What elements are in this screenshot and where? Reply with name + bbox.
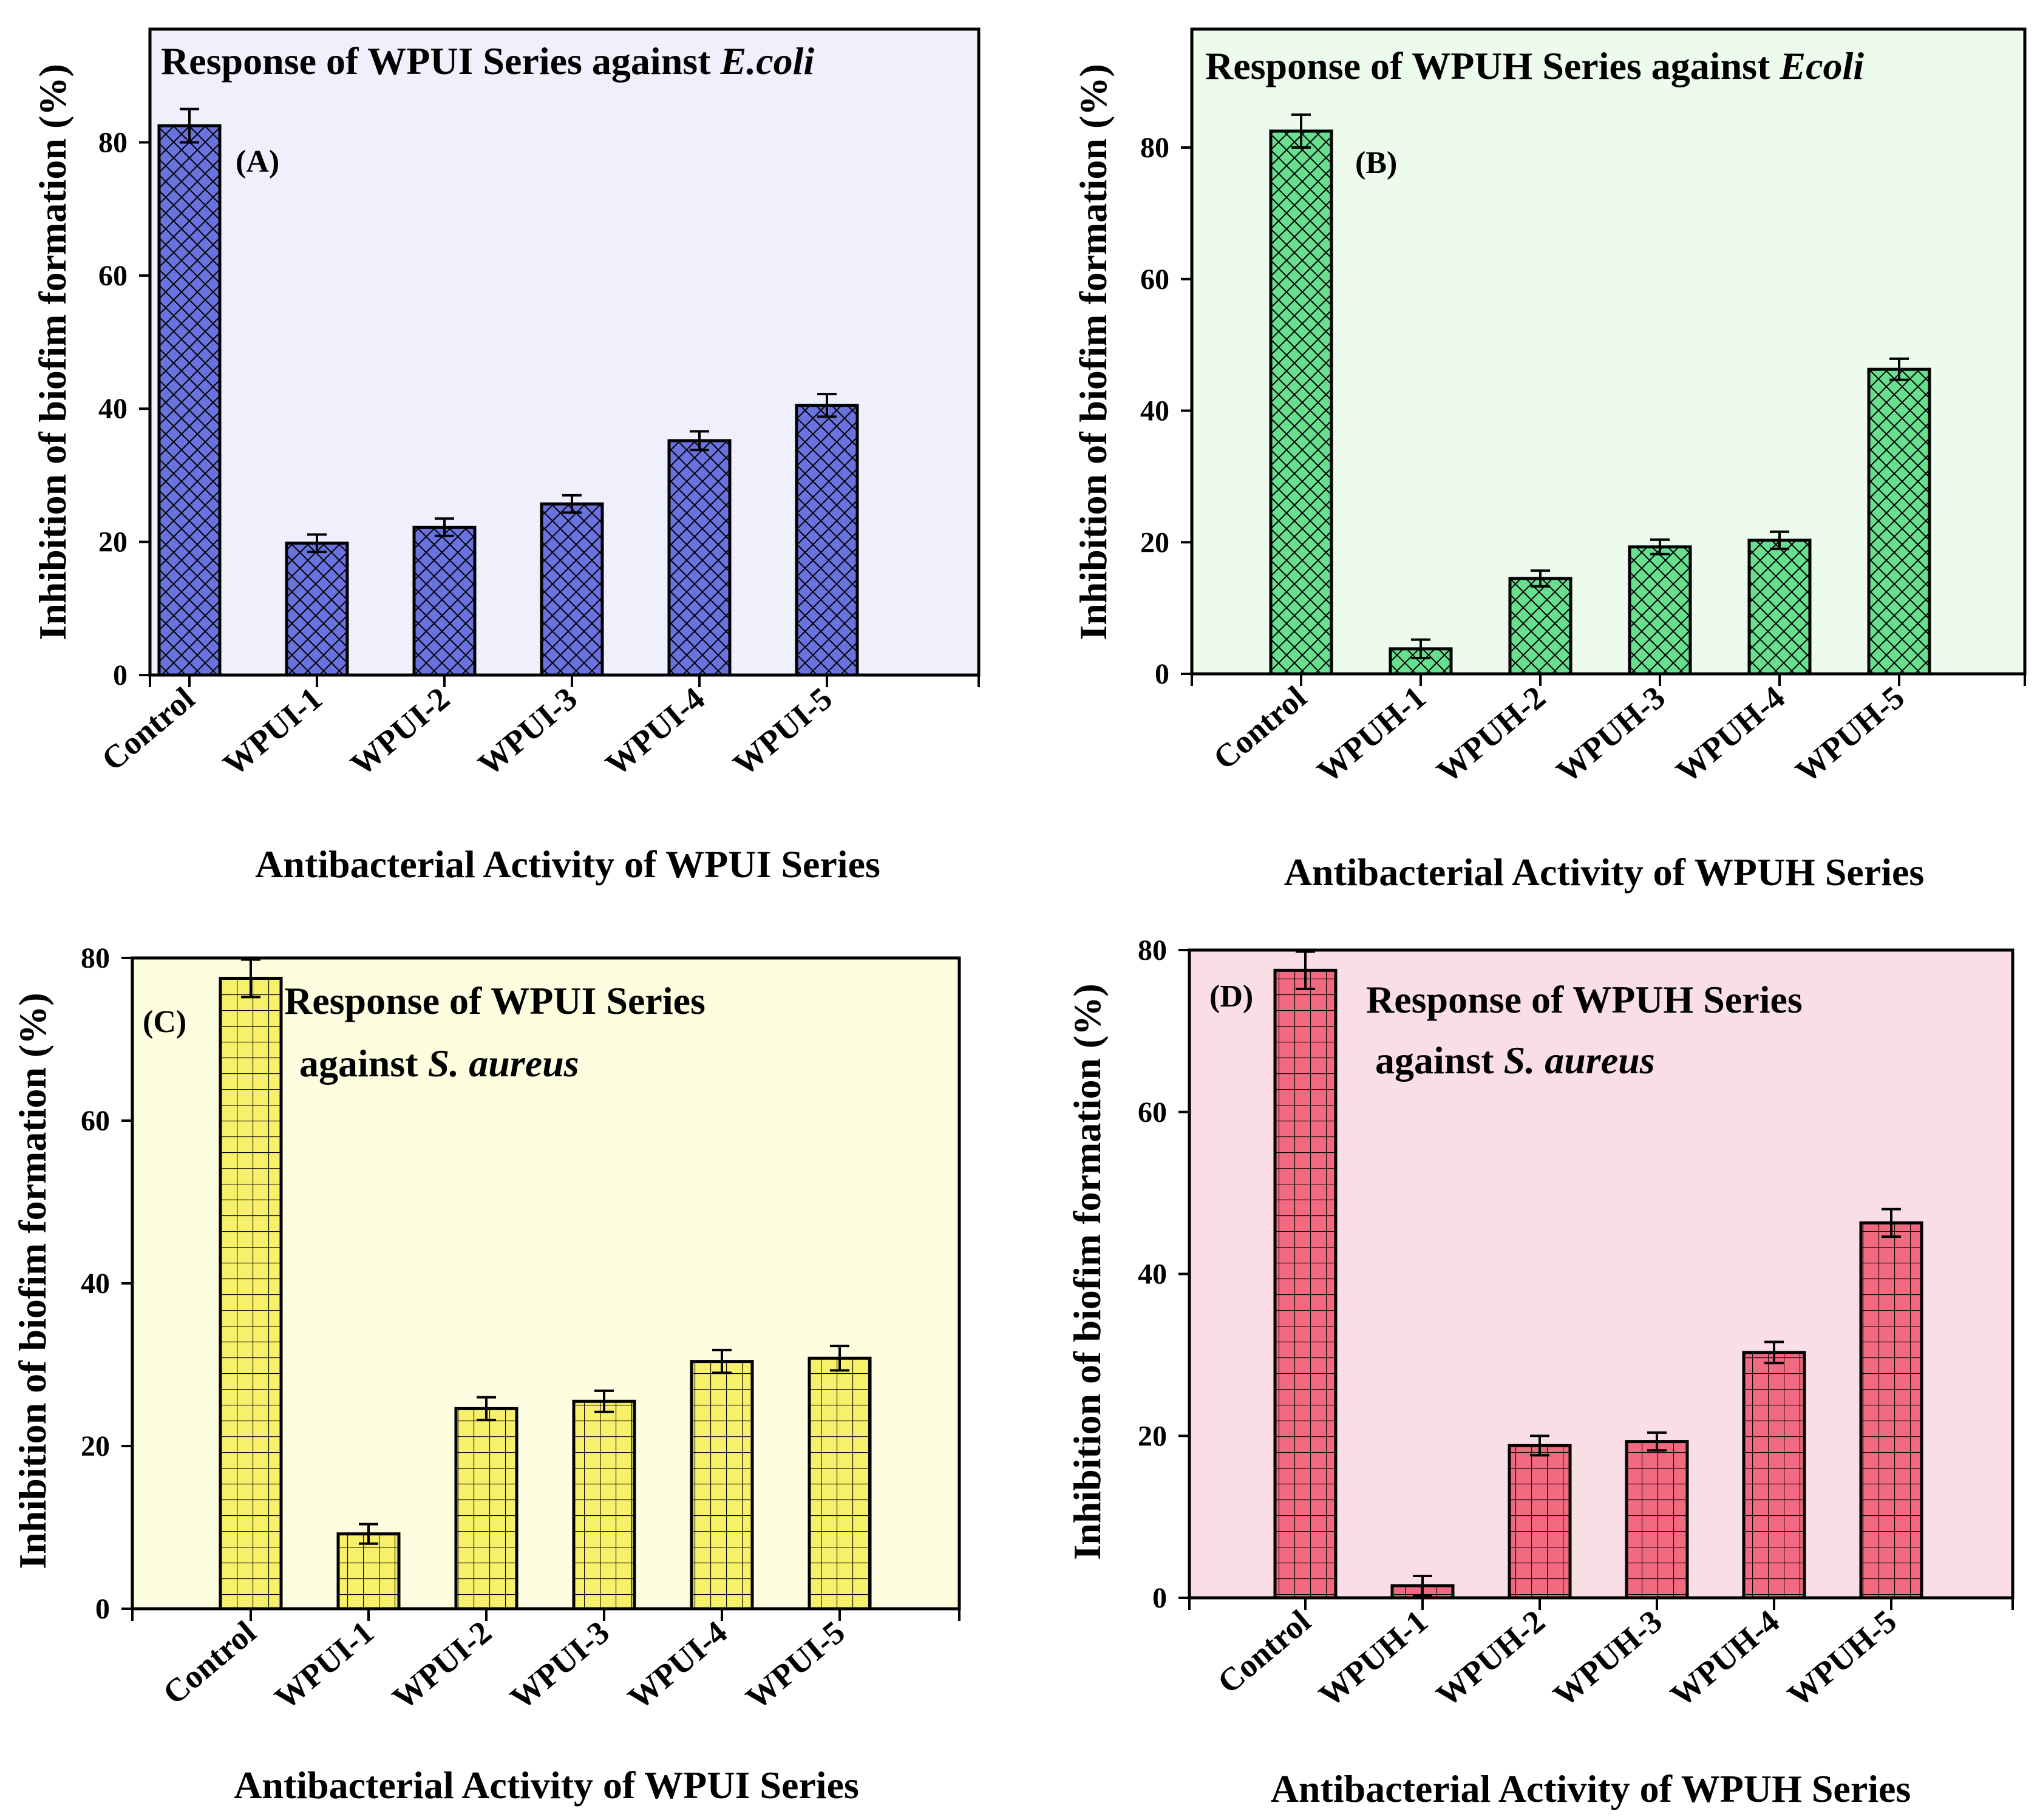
bar-hatch-WPUI-1 <box>285 542 349 677</box>
bar-hatch-WPUH-2 <box>1508 577 1572 676</box>
y-tick-label: 60 <box>98 260 127 292</box>
x-tick-label: WPUI-2 <box>344 680 457 783</box>
x-tick-label: WPUH-1 <box>1312 1603 1435 1714</box>
chart-title-organism: Ecoli <box>1779 44 1864 87</box>
y-tick-label: 0 <box>95 1593 110 1625</box>
chart-panel-3: Control WPUI-1 WPUI-2 WPUI-3 WPUI-4 WPUI-5 0 20… <box>11 942 961 1807</box>
y-tick-label: 20 <box>1140 526 1169 559</box>
chart-title-line-2: against S. aureus <box>299 1042 579 1085</box>
y-tick-label: 20 <box>81 1430 110 1462</box>
x-tick-label: WPUH-5 <box>1781 1603 1903 1714</box>
chart-title-line-1: Response of WPUI Series <box>284 979 706 1022</box>
y-axis-label: Inhibition of biofim formation (%) <box>1066 983 1109 1560</box>
chart-title-organism: S. aureus <box>428 1042 579 1085</box>
chart-title-organism: E.coli <box>720 39 815 83</box>
panel-tag: (D) <box>1209 979 1253 1014</box>
y-tick-label: 80 <box>1138 934 1167 966</box>
bar-hatch-WPUI-3 <box>540 502 604 677</box>
chart-title-text: Response of WPUI Series against <box>161 39 721 83</box>
y-tick-label: 80 <box>81 942 110 974</box>
x-tick-label: WPUH-3 <box>1546 1603 1669 1714</box>
y-tick-label: 40 <box>1138 1258 1167 1291</box>
x-tick-label: WPUI-5 <box>726 680 839 783</box>
bar-hatch-WPUI-5 <box>795 404 859 677</box>
x-tick-label: Control <box>156 1614 263 1711</box>
y-axis-label: Inhibition of biofim formation (%) <box>11 993 54 1569</box>
chart-title-line-1: Response of WPUH Series <box>1366 978 1803 1021</box>
bar-hatch-Control <box>157 124 222 677</box>
bar-hatch-WPUI-3 <box>572 1399 636 1611</box>
y-tick-label: 0 <box>1152 1582 1167 1614</box>
chart-title-text: Response of WPUH Series against <box>1205 44 1780 87</box>
x-tick-label: Control <box>1211 1603 1318 1700</box>
bar-hatch-WPUI-1 <box>336 1532 401 1611</box>
bar-hatch-WPUI-5 <box>807 1356 872 1611</box>
bar-hatch-WPUH-4 <box>1747 538 1812 676</box>
x-tick-label: WPUI-1 <box>268 1614 381 1716</box>
y-tick-label: 20 <box>98 526 127 559</box>
bar-hatch-WPUI-4 <box>690 1360 754 1611</box>
bar-hatch-WPUH-5 <box>1859 1221 1923 1600</box>
bar-hatch-Control <box>219 977 283 1611</box>
x-tick-label: WPUH-4 <box>1669 679 1792 790</box>
x-tick-label: WPUI-3 <box>471 680 584 783</box>
bar-hatch-WPUH-5 <box>1867 367 1931 676</box>
chart-title-organism: S. aureus <box>1504 1039 1655 1082</box>
bar-hatch-WPUI-4 <box>667 439 732 677</box>
x-tick-label: WPUI-4 <box>621 1614 734 1716</box>
y-tick-label: 80 <box>98 126 127 158</box>
y-tick-label: 60 <box>1138 1096 1167 1129</box>
x-axis-label: Antibacterial Activity of WPUI Series <box>255 843 880 886</box>
y-tick-label: 60 <box>1140 263 1169 296</box>
x-tick-label: WPUI-4 <box>599 680 712 783</box>
bar-hatch-WPUH-3 <box>1628 545 1692 676</box>
x-tick-label: WPUI-5 <box>739 1614 852 1716</box>
y-tick-label: 60 <box>81 1105 110 1137</box>
bar-hatch-WPUH-2 <box>1508 1444 1572 1600</box>
y-tick-label: 20 <box>1138 1420 1167 1452</box>
y-axis-label: Inhibition of biofim formation (%) <box>31 64 74 640</box>
y-tick-label: 0 <box>113 659 127 691</box>
chart-title-line-2: against S. aureus <box>1375 1039 1655 1082</box>
x-tick-label: WPUH-1 <box>1310 679 1433 790</box>
panel-tag: (A) <box>236 144 279 179</box>
x-tick-label: WPUH-4 <box>1664 1603 1786 1714</box>
bar-hatch-WPUH-3 <box>1625 1440 1689 1600</box>
panel-tag: (C) <box>143 1005 186 1039</box>
chart-title: Response of WPUI Series against E.coli <box>161 39 814 83</box>
x-axis-label: Antibacterial Activity of WPUH Series <box>1271 1767 1911 1810</box>
x-tick-label: WPUI-1 <box>216 680 329 783</box>
y-tick-label: 0 <box>1155 658 1169 690</box>
x-tick-label: WPUH-2 <box>1429 1603 1552 1714</box>
x-axis-label: Antibacterial Activity of WPUI Series <box>234 1764 859 1807</box>
bar-hatch-WPUI-2 <box>454 1407 518 1611</box>
chart-panel-1: Control WPUI-1 WPUI-2 WPUI-3 WPUI-4 WPUI-5 0 20… <box>31 27 981 886</box>
y-tick-label: 40 <box>81 1268 110 1300</box>
chart-title: Response of WPUH Series against Ecoli <box>1205 44 1864 87</box>
bar-hatch-WPUH-4 <box>1742 1351 1806 1600</box>
x-tick-label: Control <box>1206 679 1313 776</box>
x-tick-label: WPUH-2 <box>1430 679 1552 790</box>
y-axis-label: Inhibition of biofim formation (%) <box>1072 64 1115 640</box>
y-tick-label: 40 <box>1140 395 1169 427</box>
y-tick-label: 80 <box>1140 132 1169 164</box>
chart-title-text: against <box>299 1042 428 1085</box>
x-tick-label: WPUI-3 <box>503 1614 616 1716</box>
x-tick-label: Control <box>95 680 202 778</box>
panel-tag: (B) <box>1355 146 1397 180</box>
x-tick-label: WPUI-2 <box>386 1614 498 1716</box>
bar-hatch-Control <box>1269 129 1333 676</box>
chart-title-text: against <box>1375 1039 1504 1082</box>
bar-hatch-WPUI-2 <box>412 525 477 677</box>
y-tick-label: 40 <box>98 393 127 425</box>
x-tick-label: WPUH-3 <box>1549 679 1672 790</box>
bar-hatch-Control <box>1273 968 1338 1600</box>
x-axis-label: Antibacterial Activity of WPUH Series <box>1284 851 1925 894</box>
x-tick-label: WPUH-5 <box>1789 679 1911 790</box>
